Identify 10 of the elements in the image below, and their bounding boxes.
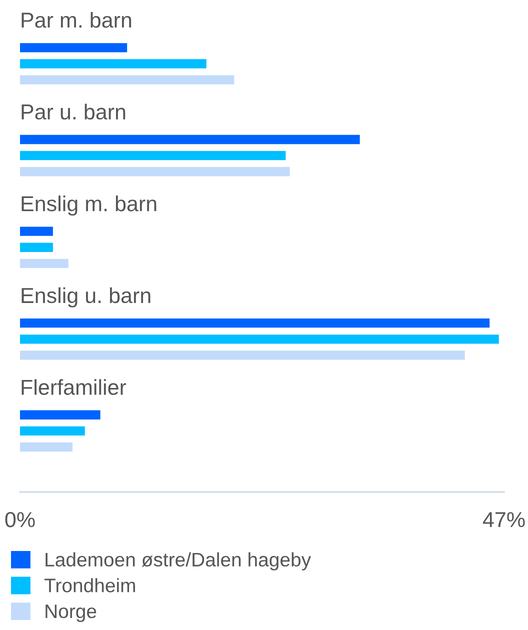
y-tick-label: Flerfamilier [22, 379, 126, 395]
legend-label: Norge [46, 604, 96, 622]
y-tick-label: Par m. barn [22, 12, 132, 28]
y-tick-label: Enslig m. barn [22, 196, 156, 216]
x-tick-label: 47% [482, 512, 525, 528]
y-tick-label: Par u. barn [22, 104, 126, 120]
y-tick-label: Enslig u. barn [22, 287, 150, 308]
x-tick-label: 0% [5, 512, 35, 528]
legend-label: Lademoen østre/Dalen hageby [46, 552, 312, 570]
legend-label: Trondheim [44, 578, 135, 592]
